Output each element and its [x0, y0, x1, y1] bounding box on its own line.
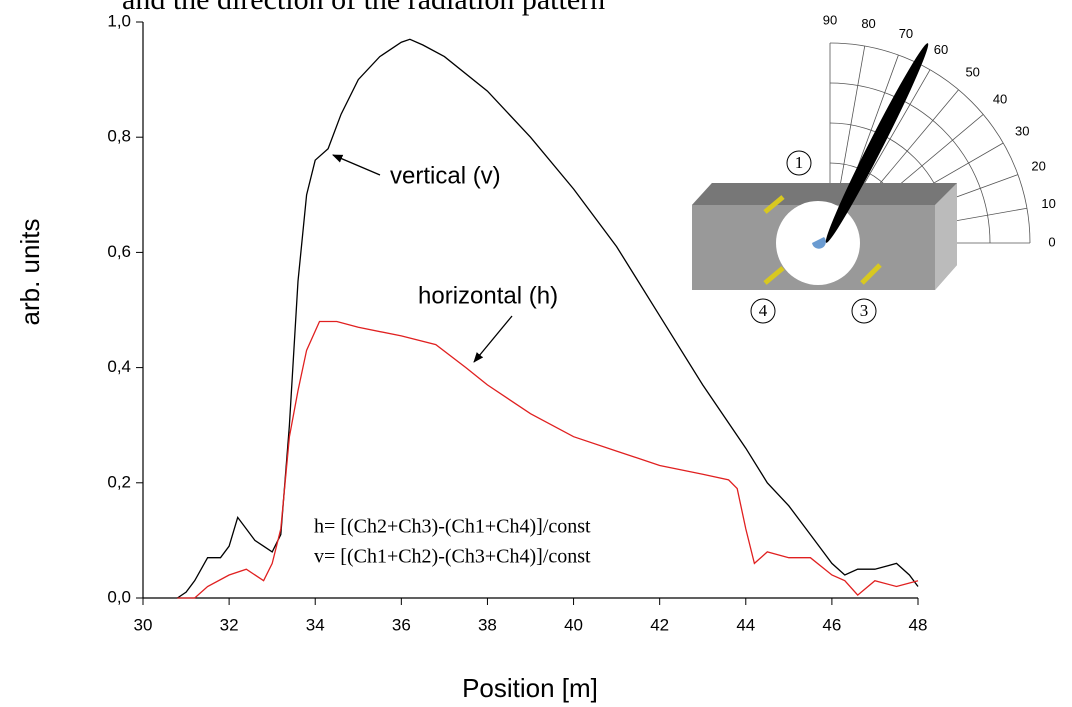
- sensor-marker: [786, 150, 812, 176]
- polar-angle-label: 60: [934, 42, 948, 57]
- data-line: [177, 320, 919, 599]
- y-tick-label: 0,0: [107, 587, 131, 606]
- x-axis-label: Position [m]: [462, 673, 598, 703]
- x-tick-label: 44: [736, 615, 755, 634]
- polar-angle-label: 30: [1015, 123, 1029, 138]
- polar-arc: [829, 82, 991, 244]
- beam: [812, 237, 826, 249]
- polar-angle-label: 70: [899, 26, 913, 41]
- sensor-marker: [851, 298, 877, 324]
- annotation-arrow: [332, 154, 381, 176]
- x-tick-label: 36: [392, 615, 411, 634]
- series-label: horizontal (h): [418, 282, 558, 309]
- y-tick-label: 0,6: [107, 242, 131, 261]
- polar-angle-label: 80: [861, 16, 875, 31]
- polar-angle-label: 50: [965, 64, 979, 79]
- chart-title: and the direction of the radiation patte…: [122, 0, 605, 16]
- data-line: [177, 38, 919, 599]
- x-tick-label: 42: [650, 615, 669, 634]
- sensor: [763, 195, 785, 214]
- sensor: [860, 263, 882, 285]
- polar-angle-label: 0: [1048, 234, 1055, 249]
- block-top: [692, 183, 957, 205]
- y-tick-label: 0,8: [107, 127, 131, 146]
- sensor-marker: [750, 298, 776, 324]
- polar-angle-label: 40: [993, 92, 1007, 107]
- y-tick-label: 0,2: [107, 472, 131, 491]
- y-axis-label: arb. units: [15, 219, 45, 326]
- series-label: vertical (v): [390, 162, 501, 189]
- formula: h= [(Ch2+Ch3)-(Ch1+Ch4)]/const: [314, 516, 591, 538]
- sensor-label: 4: [759, 301, 768, 320]
- x-tick-label: 46: [822, 615, 841, 634]
- block-side: [935, 183, 957, 290]
- x-tick-label: 30: [134, 615, 153, 634]
- annotation-arrow: [473, 315, 513, 363]
- formula: v= [(Ch1+Ch2)-(Ch3+Ch4)]/const: [314, 546, 591, 568]
- sensor-label: 3: [860, 301, 869, 320]
- inset-diagram: 1 4 3 90 80 70 60 50 40 30 20 10 0: [692, 12, 1056, 324]
- polar-angle-label: 20: [1031, 159, 1045, 174]
- x-tick-label: 40: [564, 615, 583, 634]
- x-tick-label: 48: [909, 615, 928, 634]
- x-tick-label: 34: [306, 615, 325, 634]
- sensor-label: 1: [795, 153, 804, 172]
- x-tick-label: 32: [220, 615, 239, 634]
- y-tick-label: 0,4: [107, 357, 131, 376]
- sensor: [763, 266, 785, 285]
- polar-angle-label: 10: [1041, 196, 1055, 211]
- radiation-lobe: [825, 43, 929, 243]
- polar-angle-label: 90: [823, 12, 837, 27]
- polar-arc: [829, 42, 1031, 244]
- y-tick-label: 1,0: [107, 11, 131, 30]
- x-tick-label: 38: [478, 615, 497, 634]
